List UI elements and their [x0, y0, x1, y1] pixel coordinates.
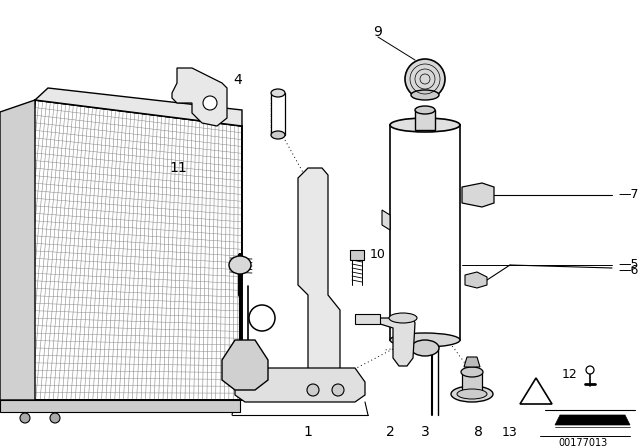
- Text: 00177013: 00177013: [558, 438, 607, 448]
- Text: 4: 4: [234, 73, 243, 87]
- Text: 11: 11: [169, 161, 187, 175]
- Polygon shape: [172, 68, 227, 126]
- Ellipse shape: [229, 256, 251, 274]
- Ellipse shape: [271, 131, 285, 139]
- Ellipse shape: [457, 389, 487, 399]
- Text: aR: aR: [531, 392, 541, 398]
- Polygon shape: [382, 210, 390, 230]
- Circle shape: [332, 384, 344, 396]
- Text: —5: —5: [618, 258, 639, 271]
- Polygon shape: [462, 372, 482, 394]
- Ellipse shape: [411, 340, 439, 356]
- Text: 8: 8: [474, 425, 483, 439]
- Polygon shape: [235, 368, 365, 402]
- Text: 2: 2: [386, 425, 394, 439]
- Ellipse shape: [389, 313, 417, 323]
- Ellipse shape: [411, 90, 439, 100]
- Polygon shape: [35, 88, 242, 126]
- Ellipse shape: [390, 118, 460, 132]
- Ellipse shape: [451, 386, 493, 402]
- Ellipse shape: [415, 106, 435, 114]
- Text: 1: 1: [303, 425, 312, 439]
- Circle shape: [20, 413, 30, 423]
- Circle shape: [405, 59, 445, 99]
- Text: —7: —7: [618, 189, 639, 202]
- Polygon shape: [298, 168, 340, 382]
- Ellipse shape: [390, 333, 460, 347]
- Text: 3: 3: [420, 425, 429, 439]
- Text: 13: 13: [502, 426, 518, 439]
- Text: 10: 10: [370, 249, 386, 262]
- Text: 9: 9: [374, 25, 383, 39]
- Bar: [350, 250, 364, 260]
- Polygon shape: [5, 100, 242, 400]
- Circle shape: [203, 96, 217, 110]
- Bar: [355, 314, 380, 324]
- Circle shape: [307, 384, 319, 396]
- Polygon shape: [555, 415, 630, 425]
- Text: —6: —6: [618, 263, 638, 276]
- Ellipse shape: [271, 89, 285, 97]
- Polygon shape: [377, 318, 415, 366]
- Bar: [415, 110, 435, 130]
- Circle shape: [586, 366, 594, 374]
- Circle shape: [50, 413, 60, 423]
- Polygon shape: [464, 357, 480, 367]
- Polygon shape: [0, 100, 35, 400]
- Text: 12: 12: [562, 367, 578, 380]
- Polygon shape: [462, 183, 494, 207]
- Polygon shape: [222, 340, 268, 390]
- Circle shape: [249, 305, 275, 331]
- Bar: [390, 125, 460, 340]
- Bar: [271, 93, 285, 135]
- Ellipse shape: [461, 367, 483, 377]
- Polygon shape: [465, 272, 487, 288]
- Polygon shape: [0, 400, 240, 412]
- Text: 12: 12: [255, 313, 269, 323]
- Polygon shape: [520, 378, 552, 404]
